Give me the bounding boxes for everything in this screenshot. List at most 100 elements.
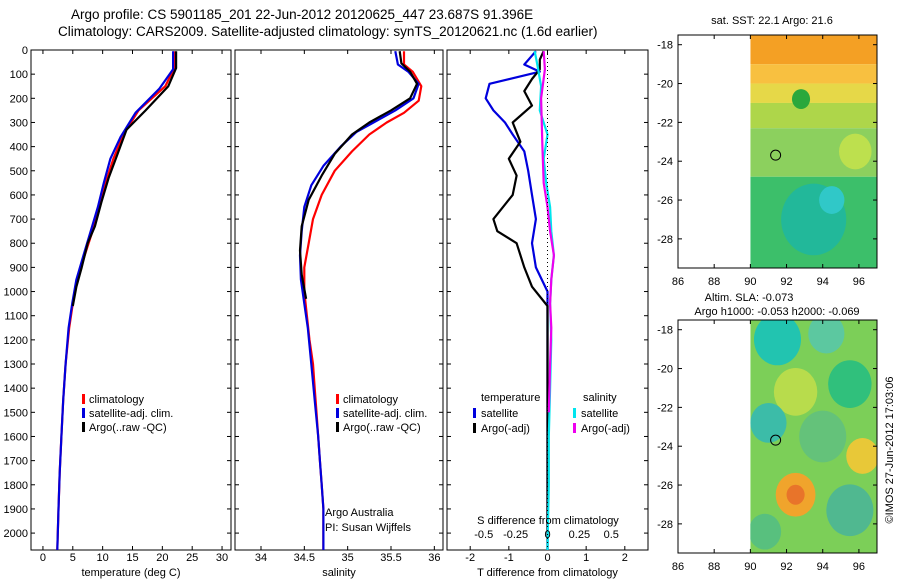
depth-tick-label-14: 1400	[4, 383, 28, 395]
sla-map-blob-1	[808, 320, 845, 354]
sla-map-blob-10	[750, 513, 782, 550]
sla-map-argo-marker	[770, 434, 782, 446]
sla-map-blob-2	[773, 367, 818, 416]
salinity-series-2	[298, 51, 419, 299]
sst-map-title: sat. SST: 22.1 Argo: 21.6	[711, 15, 833, 27]
sst-map-xtick-label-5: 96	[853, 276, 865, 288]
sla-map-subtitle: Argo h1000: -0.053 h2000: -0.069	[694, 306, 859, 318]
sst-map-ytick-label-3: -24	[657, 156, 673, 168]
salinity-legend-label-1: satellite-adj. clim.	[343, 408, 427, 420]
differences-legend-label-2: satellite	[581, 408, 618, 420]
sla-map-blob-6	[846, 438, 878, 474]
salinity-series-1	[298, 50, 420, 550]
differences-xtick-label-4: 2	[622, 552, 628, 564]
sst-map-band-2	[750, 83, 877, 103]
temperature-plot-frame	[30, 49, 232, 551]
sst-map-blob-3	[819, 186, 845, 214]
temperature-xtick-label-3: 15	[126, 552, 138, 564]
sst-map-xtick-label-1: 88	[708, 276, 720, 288]
differences-legend-label-0: satellite	[481, 408, 518, 420]
temperature-xtick-label-0: 0	[40, 552, 46, 564]
temperature-legend-label-0: climatology	[89, 394, 145, 406]
differences-xtick-label-3: 1	[583, 552, 589, 564]
salinity-legend-swatch-2	[336, 422, 339, 432]
sla-map-ytick-label-1: -20	[657, 364, 673, 376]
temperature-legend-label-2: Argo(..raw -QC)	[89, 422, 167, 434]
temperature-xtick-label-1: 5	[70, 552, 76, 564]
sst-map-ytick-label-0: -18	[657, 40, 673, 52]
differences-s-tick-label-3: 0.25	[569, 529, 590, 541]
temperature-legend-label-1: satellite-adj. clim.	[89, 408, 173, 420]
temperature-xlabel: temperature (deg C)	[81, 567, 180, 579]
depth-tick-label-11: 1100	[4, 311, 28, 323]
depth-tick-label-18: 1800	[4, 480, 28, 492]
depth-tick-label-13: 1300	[4, 359, 28, 371]
depth-tick-label-3: 300	[10, 117, 28, 129]
depth-tick-label-9: 900	[10, 262, 28, 274]
salinity-xtick-label-2: 35	[342, 552, 354, 564]
sla-map-xtick-label-3: 92	[780, 561, 792, 573]
depth-tick-label-20: 2000	[4, 528, 28, 540]
depth-tick-label-7: 700	[10, 214, 28, 226]
temperature-legend-swatch-2	[82, 422, 85, 432]
temperature-xtick-label-2: 10	[97, 552, 109, 564]
sst-map-xtick-label-0: 86	[672, 276, 684, 288]
salinity-legend-label-2: Argo(..raw -QC)	[343, 422, 421, 434]
imos-side-label: ©IMOS 27-Jun-2012 17:03:06	[884, 377, 896, 524]
sla-map-xtick-label-1: 88	[708, 561, 720, 573]
differences-legend-swatch-0	[473, 408, 476, 418]
temperature-legend-swatch-0	[82, 394, 85, 404]
salinity-legend-swatch-0	[336, 394, 339, 404]
depth-tick-label-6: 600	[10, 190, 28, 202]
differences-series-1	[492, 50, 549, 550]
temperature-series-2	[71, 51, 178, 307]
depth-tick-label-12: 1200	[4, 335, 28, 347]
sst-map-xtick-label-3: 92	[780, 276, 792, 288]
depth-tick-label-5: 500	[10, 166, 28, 178]
differences-legend-header-temperature: temperature	[481, 392, 540, 404]
sst-map-ytick-label-4: -26	[657, 195, 673, 207]
sst-map-frame	[677, 34, 878, 269]
differences-legend-label-3: Argo(-adj)	[581, 423, 630, 435]
figure-title-line1: Argo profile: CS 5901185_201 22-Jun-2012…	[71, 7, 534, 22]
sla-map-title: Altim. SLA: -0.073	[705, 292, 794, 304]
differences-s-tick-label-0: -0.5	[474, 529, 493, 541]
sst-map-ytick-label-2: -22	[657, 117, 673, 129]
sla-map-xtick-label-5: 96	[853, 561, 865, 573]
differences-xtick-label-1: -1	[504, 552, 514, 564]
sst-map-ytick-label-5: -28	[657, 234, 673, 246]
depth-tick-label-0: 0	[22, 45, 28, 57]
figure-title-line2: Climatology: CARS2009. Satellite-adjuste…	[58, 24, 598, 39]
sla-map-blob-5	[799, 410, 847, 463]
sla-map-xtick-label-2: 90	[744, 561, 756, 573]
differences-xtick-label-0: -2	[465, 552, 475, 564]
salinity-legend-swatch-1	[336, 408, 339, 418]
depth-tick-label-17: 1700	[4, 456, 28, 468]
sla-map-ytick-label-0: -18	[657, 325, 673, 337]
sla-map-ytick-label-4: -26	[657, 480, 673, 492]
sla-map-blob-9	[826, 484, 874, 537]
salinity-xtick-label-0: 34	[255, 552, 267, 564]
differences-legend-swatch-3	[573, 423, 576, 433]
temperature-xtick-label-4: 20	[156, 552, 168, 564]
salinity-xtick-label-1: 34.5	[294, 552, 315, 564]
salinity-annotation-line1: Argo Australia	[325, 507, 394, 519]
depth-tick-label-8: 800	[10, 238, 28, 250]
sst-map-group	[677, 34, 878, 269]
sla-map-group	[677, 319, 878, 554]
sst-map-ytick-label-1: -20	[657, 79, 673, 91]
sst-map-band-1	[750, 64, 877, 84]
differences-s-tick-label-4: 0.5	[604, 529, 619, 541]
sla-map-blob-4	[750, 403, 787, 443]
sst-map-xtick-label-4: 94	[817, 276, 829, 288]
differences-legend-header-salinity: salinity	[583, 392, 617, 404]
differences-legend-swatch-1	[473, 423, 476, 433]
sst-map-field	[750, 35, 877, 268]
temperature-series-1	[56, 51, 175, 551]
sla-map-xtick-label-4: 94	[817, 561, 829, 573]
salinity-annotation-line2: PI: Susan Wijffels	[325, 522, 411, 534]
depth-tick-label-15: 1500	[4, 407, 28, 419]
differences-s-tick-label-2: 0	[544, 529, 550, 541]
sla-map-ytick-label-2: -22	[657, 402, 673, 414]
